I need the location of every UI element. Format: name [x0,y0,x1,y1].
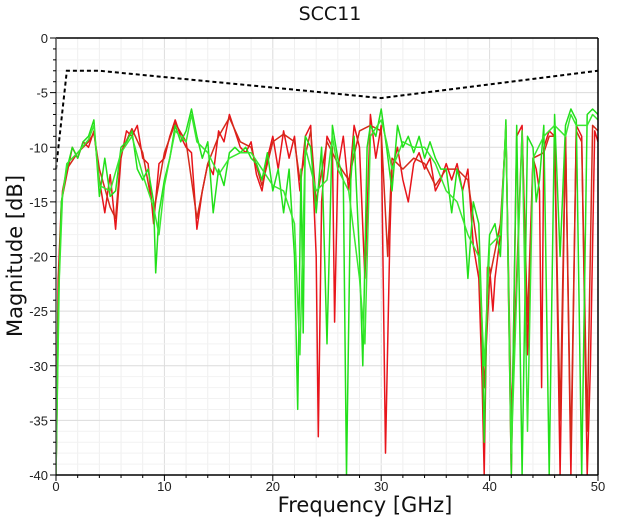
y-tick-label: -10 [29,140,48,155]
y-tick-label: -35 [29,413,48,428]
y-tick-label: -25 [29,304,48,319]
tick-labels: 0 10 20 30 40 50 0 -5 -10 -15 -20 -25 -30 -35 -40 [29,31,605,494]
chart-title: SCC11 [299,3,362,25]
plot-area [55,69,599,475]
y-tick-label: -5 [36,86,48,101]
x-tick-label: 30 [374,479,388,494]
y-axis-label: Magnitude [dB] [3,175,27,337]
y-tick-label: 0 [41,31,48,46]
series-line-4 [56,113,598,475]
y-tick-label: -40 [29,468,48,483]
y-tick-label: -15 [29,195,48,210]
y-tick-label: -30 [29,359,48,374]
axes [50,37,599,481]
mask-line [55,69,599,170]
x-tick-label: 20 [266,479,280,494]
x-axis-label: Frequency [GHz] [278,493,453,517]
x-tick-label: 10 [157,479,171,494]
y-tick-label: -20 [29,250,48,265]
x-tick-label: 40 [482,479,496,494]
x-tick-label: 0 [52,479,59,494]
x-tick-label: 50 [591,479,605,494]
